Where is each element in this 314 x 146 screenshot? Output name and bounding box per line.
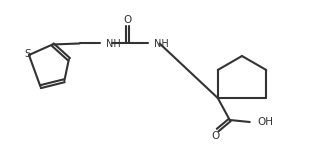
Text: O: O [212,131,220,141]
Text: NH: NH [106,39,120,49]
Text: S: S [24,49,31,59]
Text: NH: NH [154,39,168,49]
Text: O: O [123,15,132,26]
Text: OH: OH [258,117,274,127]
